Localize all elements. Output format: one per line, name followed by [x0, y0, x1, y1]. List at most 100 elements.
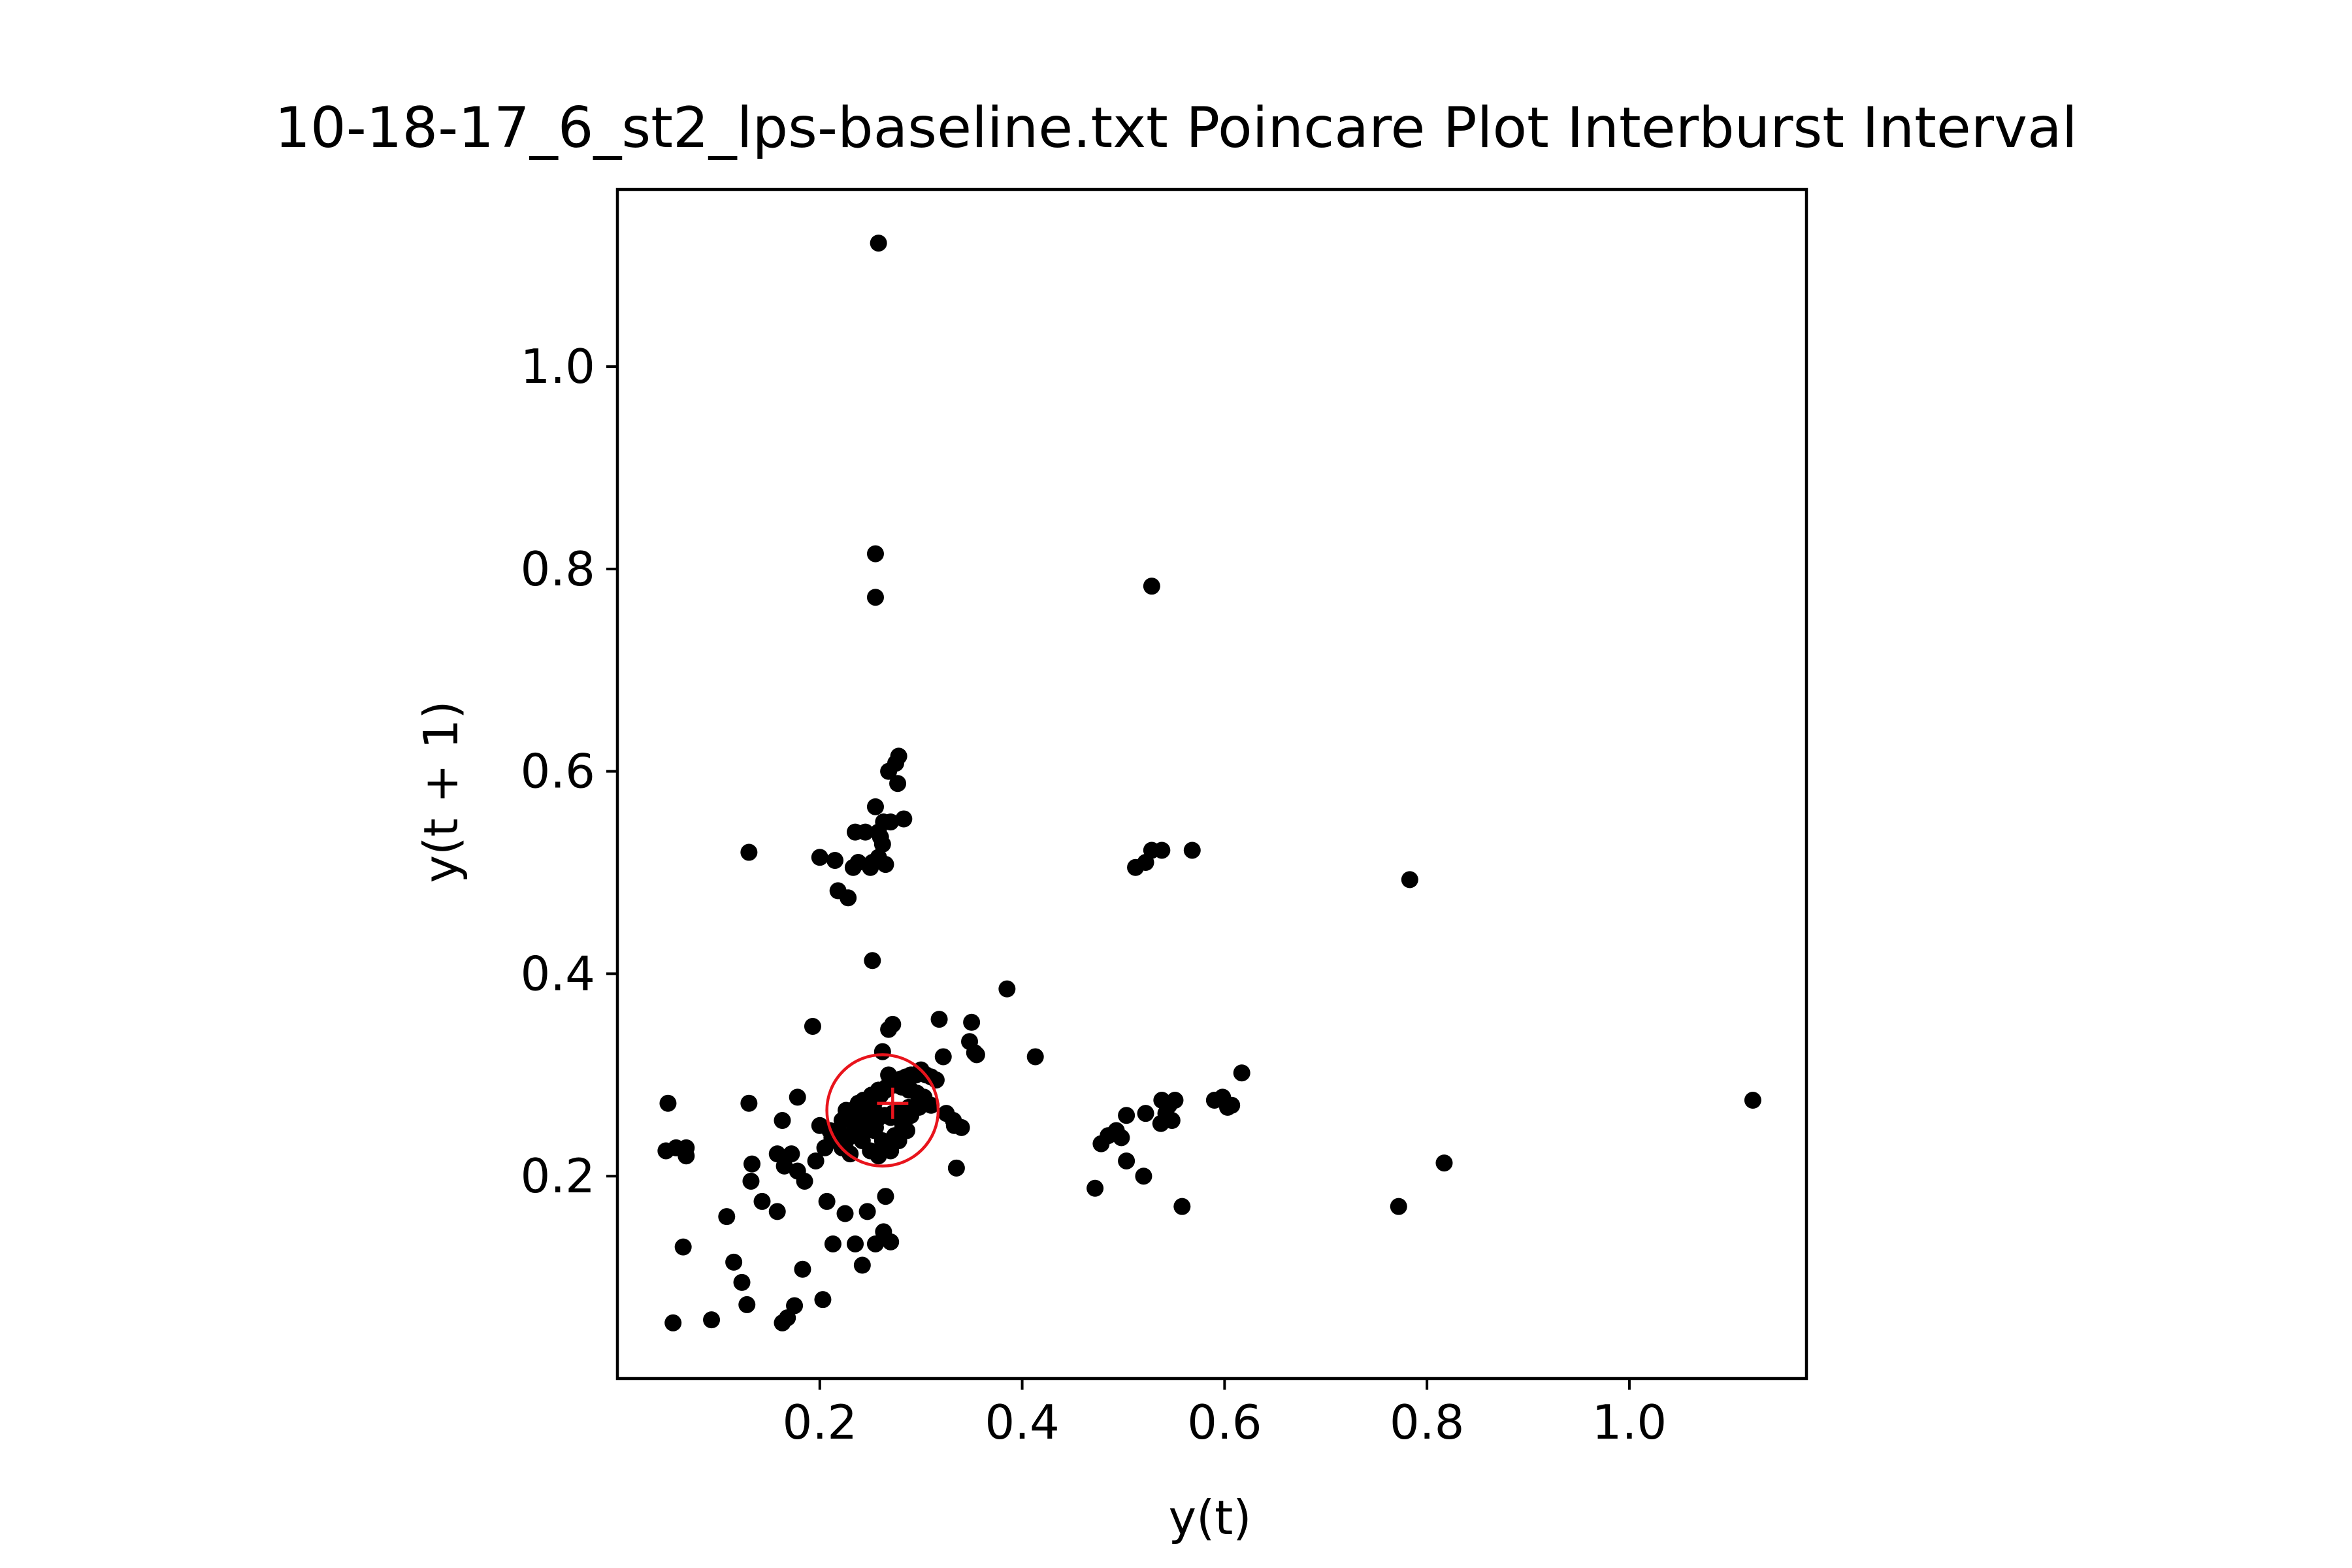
data-point: [872, 828, 889, 846]
data-point: [877, 856, 894, 874]
data-point: [1137, 1105, 1154, 1122]
data-point: [880, 762, 898, 780]
data-point: [1118, 1152, 1135, 1169]
data-point: [858, 1109, 875, 1126]
data-point: [889, 775, 907, 792]
data-point: [877, 1188, 894, 1205]
data-point: [938, 1105, 955, 1122]
y-tick-label: 0.8: [520, 542, 595, 596]
x-axis-label: y(t): [1168, 1490, 1251, 1545]
data-point: [847, 823, 864, 841]
data-point: [864, 952, 881, 970]
data-point: [811, 849, 828, 866]
x-tick-label: 1.0: [1592, 1395, 1667, 1450]
data-point: [740, 843, 758, 861]
data-point: [725, 1253, 743, 1271]
data-point: [866, 589, 884, 606]
data-point: [657, 1142, 675, 1160]
y-tick-label: 0.2: [520, 1149, 595, 1203]
data-point: [934, 1048, 952, 1066]
data-point: [930, 1011, 948, 1028]
data-point: [807, 1152, 825, 1169]
data-point: [895, 810, 913, 828]
plot-area: 0.2 0.4 0.6 0.8 1.0 0.2 0.4 0.6 0.8 1.0: [520, 188, 1808, 1450]
x-tick-label: 0.2: [783, 1395, 858, 1450]
data-point: [818, 1192, 836, 1210]
data-point: [753, 1192, 771, 1210]
data-point: [866, 545, 884, 563]
data-point: [953, 1119, 970, 1136]
data-point: [1118, 1107, 1135, 1124]
data-point: [664, 1314, 682, 1331]
data-point: [853, 1256, 871, 1274]
data-point: [836, 1205, 854, 1222]
data-point: [733, 1273, 751, 1291]
data-point: [786, 1297, 804, 1315]
x-tick-label: 0.4: [985, 1395, 1060, 1450]
data-point: [826, 851, 844, 869]
data-point: [1183, 841, 1201, 859]
data-point: [898, 1122, 915, 1139]
data-point: [1401, 871, 1418, 889]
data-point: [678, 1139, 695, 1156]
data-point: [874, 1043, 891, 1060]
data-point: [1744, 1092, 1761, 1109]
y-tick-label: 0.6: [520, 744, 595, 799]
data-point: [1166, 1092, 1184, 1109]
data-point: [849, 854, 867, 872]
data-point: [740, 1094, 758, 1112]
data-point: [998, 980, 1016, 998]
sd-ellipse: [825, 1053, 940, 1168]
data-point: [1173, 1198, 1191, 1215]
data-point: [1143, 578, 1160, 595]
data-point: [884, 1015, 902, 1033]
data-point: [738, 1296, 756, 1313]
data-point: [1390, 1198, 1407, 1215]
data-point: [783, 1145, 800, 1163]
data-point: [703, 1311, 721, 1329]
data-point: [847, 1235, 864, 1252]
data-point: [1092, 1135, 1110, 1152]
data-point: [774, 1112, 791, 1130]
data-point: [674, 1238, 692, 1256]
data-point: [718, 1208, 736, 1226]
data-point: [1086, 1179, 1104, 1197]
data-point: [794, 1260, 811, 1278]
data-point: [1435, 1154, 1453, 1172]
x-tick-label: 0.6: [1187, 1395, 1262, 1450]
data-point: [947, 1159, 965, 1177]
y-axis-label: y(t + 1): [414, 701, 468, 883]
data-point: [1233, 1064, 1250, 1082]
data-point: [966, 1044, 983, 1062]
data-point: [804, 1017, 821, 1035]
data-point: [866, 798, 884, 815]
data-point: [824, 1235, 841, 1252]
data-point: [963, 1013, 981, 1031]
y-tick-label: 0.4: [520, 946, 595, 1001]
data-point: [845, 1117, 863, 1134]
data-point: [1205, 1092, 1223, 1109]
chart-title: 10-18-17_6_st2_lps-baseline.txt Poincare…: [274, 95, 2077, 161]
data-point: [866, 1235, 884, 1252]
data-point: [858, 1203, 876, 1220]
data-point: [659, 1094, 677, 1112]
data-point: [829, 882, 847, 900]
data-point: [1127, 858, 1145, 876]
data-point: [1135, 1168, 1152, 1185]
data-point: [768, 1203, 786, 1220]
data-point: [849, 1094, 867, 1112]
x-tick-label: 0.8: [1390, 1395, 1465, 1450]
plot-frame: [615, 188, 1808, 1380]
y-tick-label: 1.0: [520, 339, 595, 394]
data-point: [796, 1172, 813, 1190]
data-point: [814, 1291, 832, 1309]
data-point: [742, 1172, 760, 1190]
data-point: [880, 1066, 898, 1084]
data-point: [789, 1088, 806, 1106]
data-point: [1026, 1048, 1044, 1066]
data-point: [870, 235, 887, 252]
data-point: [743, 1155, 761, 1173]
